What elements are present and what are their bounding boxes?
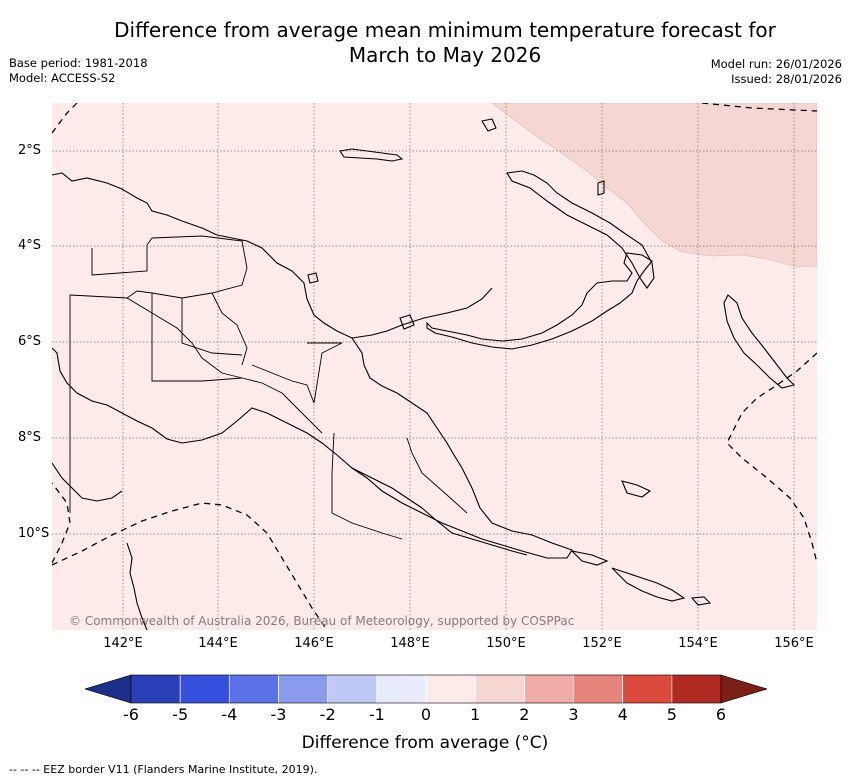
colorbar-bin [229,675,279,703]
graticule [52,103,817,630]
model-name: Model: ACCESS-S2 [9,71,116,85]
colorbar-extend-high [720,674,767,704]
lon-label: 154°E [678,636,718,651]
colorbar-label: Difference from average (°C) [301,733,549,753]
colorbar-tick-label: 4 [617,705,628,724]
issued-date: Issued: 28/01/2026 [731,72,842,86]
coastline [52,118,796,630]
colorbar-tick-label: -2 [319,705,336,724]
base-period: Base period: 1981-2018 [9,56,148,70]
colorbar-tick-label: 3 [568,705,579,724]
lon-label: 156°E [774,636,814,651]
colorbar [85,674,767,704]
eez-legend: -- -- -- EEZ border V11 (Flanders Marine… [9,763,317,776]
colorbar-tick-label: -5 [172,705,189,724]
colorbar-tick-label: 5 [666,705,677,724]
province-borders [69,235,468,540]
colorbar-tick-label: 6 [715,705,727,724]
title-line-2: March to May 2026 [348,43,542,67]
lat-label: 2°S [18,143,42,158]
colorbar-bin [475,675,525,703]
colorbar-bin [573,675,624,703]
lon-label: 150°E [486,636,526,651]
colorbar-bin [524,675,574,703]
eez-border [52,103,817,630]
colorbar-tick-label: 0 [420,705,432,724]
colorbar-tick-label: -1 [368,705,385,724]
lat-label: 10°S [18,526,50,541]
colorbar-tick-label: 1 [470,705,481,724]
colorbar-bin [671,675,722,703]
eez-legend-dash: -- -- [9,763,29,776]
colorbar-bin [327,675,378,703]
colorbar-bin [376,675,427,703]
lon-label: 144°E [198,636,238,651]
lon-label: 152°E [582,636,622,651]
lat-label: 6°S [18,334,42,349]
lat-label: 8°S [18,430,42,445]
lon-label: 148°E [390,636,430,651]
model-run: Model run: 26/01/2026 [710,57,842,71]
title-line-1: Difference from average mean minimum tem… [114,18,776,42]
colorbar-tick-label: -3 [270,705,287,724]
colorbar-bin [180,675,230,703]
lat-label: 4°S [18,238,42,253]
lon-label: 146°E [294,636,334,651]
colorbar-bin [131,675,181,703]
anomaly-region [491,103,817,268]
forecast-map [52,103,817,630]
colorbar-tick-label: -4 [221,705,238,724]
copyright-notice: © Commonwealth of Australia 2026, Bureau… [69,614,575,628]
metadata-right: Model run: 26/01/2026 Issued: 28/01/2026 [711,57,842,87]
colorbar-extend-low [85,674,132,704]
colorbar-tick-label: 2 [519,705,530,724]
colorbar-bin [622,675,673,703]
lon-label: 142°E [103,636,143,651]
colorbar-bin [426,675,476,703]
metadata-left: Base period: 1981-2018 Model: ACCESS-S2 [9,56,148,86]
eez-legend-text: -- EEZ border V11 (Flanders Marine Insti… [31,763,318,776]
map-title: Difference from average mean minimum tem… [90,18,800,68]
colorbar-bin [278,675,329,703]
colorbar-tick-label: -6 [123,705,139,724]
